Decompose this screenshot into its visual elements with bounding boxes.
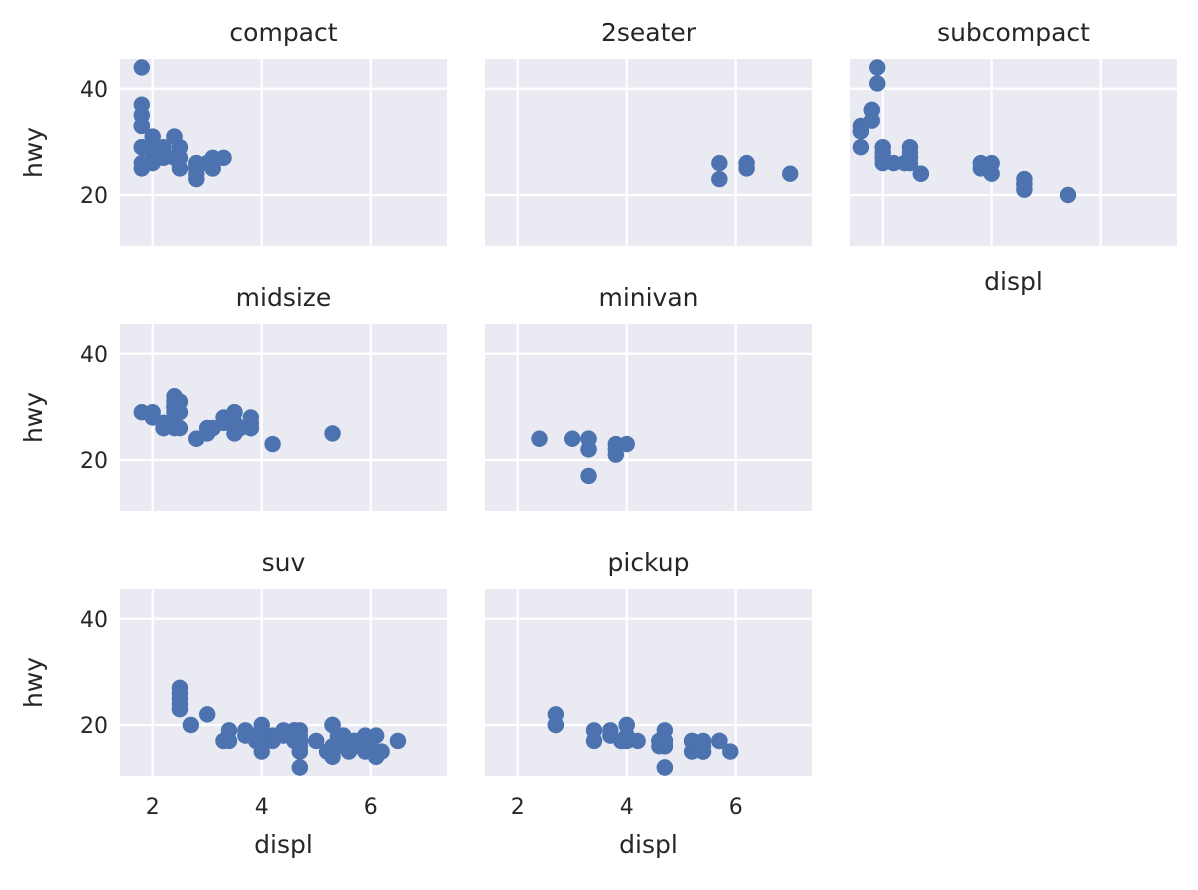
data-point xyxy=(144,138,161,156)
data-point xyxy=(324,716,341,734)
data-point xyxy=(869,59,886,76)
data-point xyxy=(357,727,374,744)
data-point xyxy=(711,732,728,750)
data-point xyxy=(1059,186,1077,204)
x-tick-label: 4 xyxy=(255,795,269,820)
y-tick-label: 20 xyxy=(80,449,108,474)
data-point xyxy=(286,727,303,744)
y-axis-label: hwy xyxy=(19,392,48,443)
data-point xyxy=(852,138,870,156)
data-point xyxy=(171,393,189,410)
data-point xyxy=(171,679,189,697)
facet-minivan: minivan xyxy=(485,283,812,511)
data-point xyxy=(651,732,668,750)
facet-pickup: pickup 2 4 6 displ xyxy=(485,548,812,859)
facet-title: pickup xyxy=(608,548,690,577)
data-point xyxy=(912,165,930,182)
data-point xyxy=(291,759,309,776)
data-point xyxy=(182,716,200,734)
data-point xyxy=(869,75,886,92)
facet-title: minivan xyxy=(598,283,698,312)
data-point xyxy=(618,716,635,734)
data-point xyxy=(133,117,150,135)
facet-background xyxy=(485,324,812,511)
data-point xyxy=(1016,176,1033,193)
facet-title: midsize xyxy=(236,283,332,312)
data-point xyxy=(242,419,259,437)
x-axis-label: displ xyxy=(619,830,678,859)
data-point xyxy=(253,738,270,755)
data-point xyxy=(580,430,597,447)
data-point xyxy=(852,123,870,140)
data-point xyxy=(253,716,270,734)
facet-background xyxy=(485,589,812,776)
y-tick-label: 20 xyxy=(80,184,108,209)
x-axis-label: displ xyxy=(254,830,313,859)
data-point xyxy=(389,732,407,750)
data-point xyxy=(144,154,161,172)
data-point xyxy=(204,419,221,437)
data-point xyxy=(711,170,728,188)
facet-title: compact xyxy=(229,18,337,47)
facet-midsize: midsize 20 40 hwy xyxy=(19,283,447,511)
facet-subcompact: subcompact displ xyxy=(850,18,1177,296)
y-axis-label: hwy xyxy=(19,657,48,708)
data-point xyxy=(547,706,565,723)
data-point xyxy=(242,727,259,744)
data-point xyxy=(199,706,216,723)
data-point xyxy=(782,165,799,182)
data-point xyxy=(618,435,635,453)
data-point xyxy=(291,743,309,760)
data-point xyxy=(711,154,728,172)
data-point xyxy=(722,743,739,760)
y-tick-label: 40 xyxy=(80,343,108,368)
data-point xyxy=(324,425,341,442)
data-point xyxy=(694,738,712,755)
x-tick-label: 6 xyxy=(364,795,378,820)
facet-2seater: 2seater xyxy=(485,18,812,246)
data-point xyxy=(531,430,548,447)
x-tick-label: 4 xyxy=(620,795,634,820)
facet-title: subcompact xyxy=(937,18,1090,47)
y-tick-label: 20 xyxy=(80,714,108,739)
data-point xyxy=(329,738,347,755)
facet-title: 2seater xyxy=(601,18,697,47)
data-point xyxy=(580,467,597,485)
data-point xyxy=(133,59,150,76)
data-point xyxy=(656,759,674,776)
x-tick-label: 2 xyxy=(146,795,160,820)
data-point xyxy=(585,722,603,739)
data-point xyxy=(874,144,891,161)
data-point xyxy=(983,165,1000,182)
facet-background xyxy=(485,59,812,246)
data-point xyxy=(204,154,221,172)
data-point xyxy=(863,101,880,119)
data-point xyxy=(215,732,232,750)
data-point xyxy=(308,732,325,750)
x-tick-label: 6 xyxy=(729,795,743,820)
data-point xyxy=(155,414,172,432)
facet-compact: compact 20 40 hwy xyxy=(19,18,447,246)
facet-suv: suv 20 40 hwy 2 4 6 displ xyxy=(19,548,447,859)
y-tick-label: 40 xyxy=(80,78,108,103)
y-tick-label: 40 xyxy=(80,608,108,633)
facet-title: suv xyxy=(262,548,306,577)
data-point xyxy=(367,748,385,766)
y-axis-label: hwy xyxy=(19,127,48,178)
data-point xyxy=(738,160,755,177)
facet-background xyxy=(850,59,1177,246)
data-point xyxy=(618,732,635,750)
x-axis-label: displ xyxy=(984,267,1043,296)
data-point xyxy=(896,154,913,172)
data-point xyxy=(264,435,281,453)
data-point xyxy=(188,165,205,182)
data-point xyxy=(166,149,183,167)
x-tick-label: 2 xyxy=(511,795,525,820)
data-point xyxy=(564,430,581,447)
